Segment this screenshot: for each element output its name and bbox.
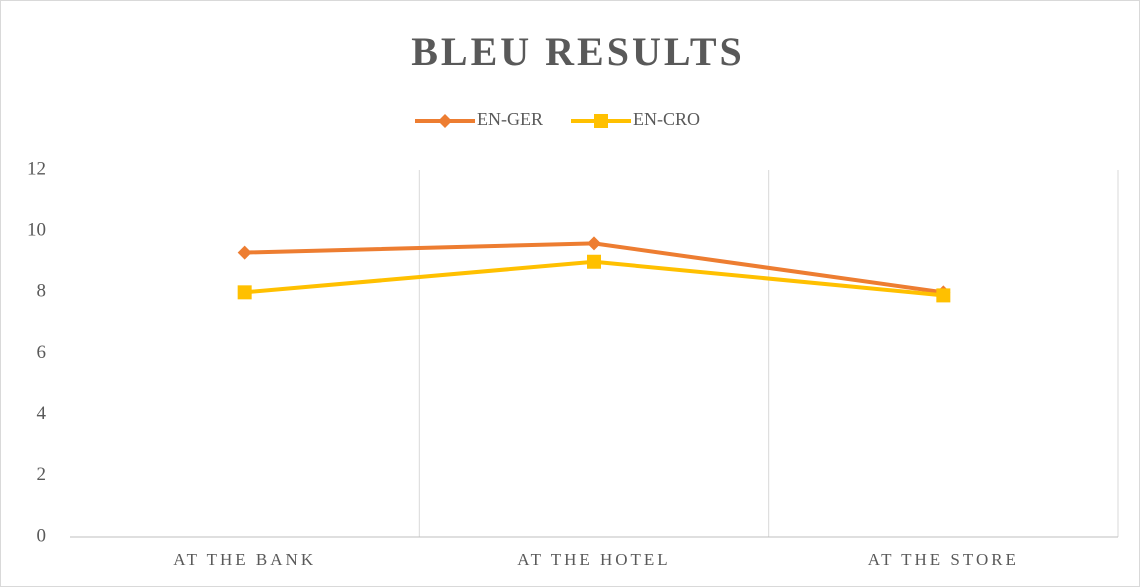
point — [237, 245, 252, 260]
y-tick-label: 4 — [37, 403, 47, 424]
y-tick-label: 12 — [27, 158, 46, 179]
legend-marker — [594, 114, 608, 128]
x-tick-label: AT THE HOTEL — [517, 550, 670, 569]
point — [936, 288, 951, 303]
chart-title: BLEU RESULTS — [411, 29, 745, 74]
point — [237, 285, 252, 300]
x-tick-label: AT THE BANK — [173, 550, 316, 569]
y-tick-label: 6 — [37, 342, 47, 363]
legend-marker — [438, 114, 452, 128]
point — [587, 236, 601, 251]
y-tick-label: 2 — [37, 464, 47, 485]
legend-label: EN-GER — [477, 109, 543, 129]
y-tick-label: 10 — [27, 220, 46, 241]
point — [587, 254, 601, 269]
y-tick-label: 8 — [37, 281, 47, 302]
x-tick-label: AT THE STORE — [868, 550, 1019, 569]
legend-label: EN-CRO — [633, 109, 700, 129]
y-tick-label: 0 — [37, 525, 47, 546]
